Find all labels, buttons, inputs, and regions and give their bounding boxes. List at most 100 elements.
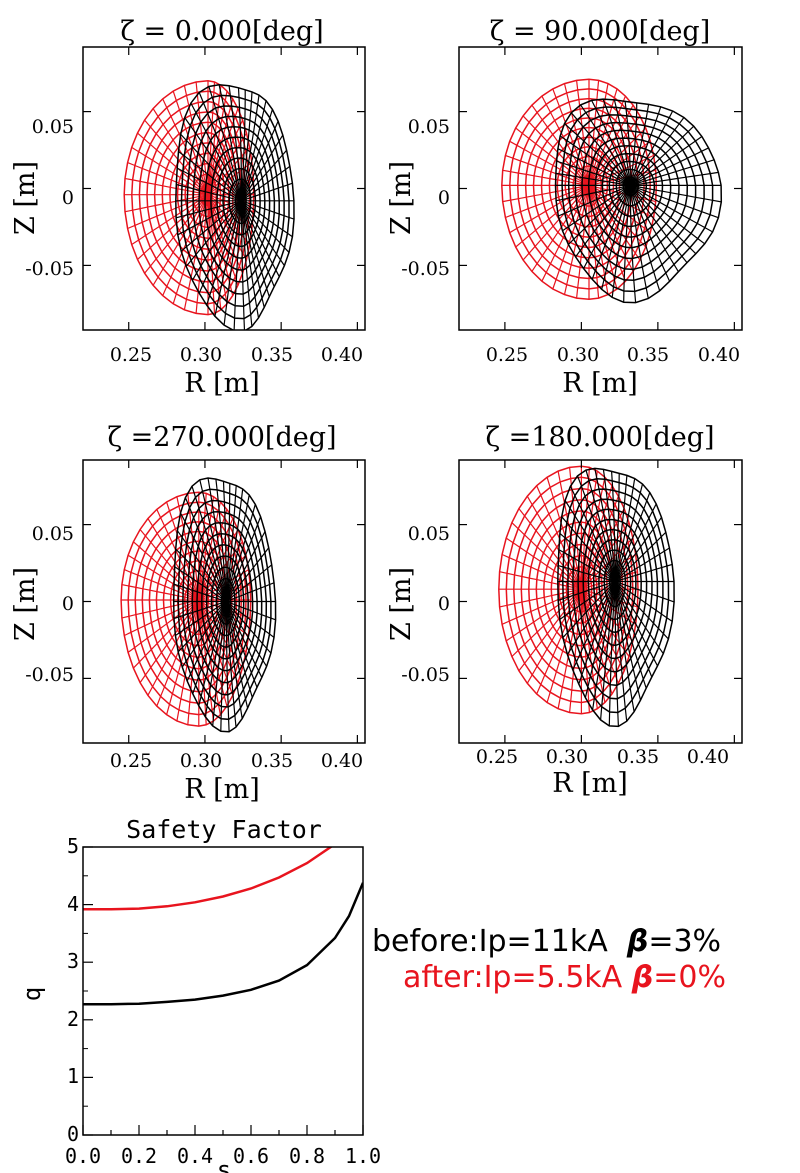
x-tick-label: 0.30 — [180, 344, 222, 366]
poloidal-line — [614, 531, 667, 582]
poloidal-line — [152, 108, 209, 196]
poloidal-line — [225, 485, 237, 602]
poloidal-line — [137, 194, 209, 260]
poloidal-line — [178, 151, 242, 202]
poloidal-line — [630, 171, 719, 186]
poloidal-line — [614, 581, 628, 722]
poloidal-line — [515, 127, 590, 186]
x-axis-label: R [m] — [184, 368, 260, 399]
poloidal-line — [623, 185, 631, 303]
y-tick-label: 0.05 — [32, 116, 74, 138]
poloidal-line — [240, 200, 265, 308]
x-tick-label: 0.40 — [321, 344, 363, 366]
poloidal-line — [580, 589, 598, 709]
poloidal-line — [629, 185, 661, 291]
poloidal-line — [176, 183, 242, 202]
x-tick-label: 1.0 — [345, 1144, 381, 1168]
poloidal-line — [177, 200, 242, 236]
poloidal-line — [630, 184, 722, 203]
poloidal-line — [185, 200, 242, 267]
poloidal-line — [531, 104, 590, 186]
poloidal-line — [176, 167, 242, 202]
poloidal-line — [175, 548, 227, 602]
poloidal-line — [564, 500, 616, 582]
poloidal-line — [240, 89, 246, 201]
x-tick-label: 0.25 — [110, 750, 152, 772]
poloidal-line — [611, 185, 631, 298]
poloidal-line — [121, 584, 199, 601]
x-tick-label: 0.30 — [180, 750, 222, 772]
poloidal-line — [600, 581, 616, 720]
poloidal-line — [531, 185, 590, 272]
poloidal-line — [541, 95, 590, 186]
poloidal-line — [522, 115, 590, 186]
panel-title: ζ =270.000[deg] — [107, 422, 336, 453]
poloidal-line — [557, 470, 582, 590]
poloidal-line — [558, 184, 631, 217]
poloidal-line — [588, 95, 626, 186]
plot-area — [120, 477, 277, 733]
legend-before-name: before: — [372, 924, 479, 959]
panel-title: ζ =180.000[deg] — [485, 422, 714, 453]
poloidal-line — [180, 133, 242, 202]
x-tick-label: 0.0 — [65, 1144, 101, 1168]
poloidal-line — [614, 517, 662, 582]
poloidal-line — [588, 83, 609, 186]
plot-area — [123, 80, 295, 330]
x-tick-label: 0.6 — [233, 1144, 269, 1168]
poloidal-line — [614, 581, 664, 654]
poloidal-line — [502, 169, 590, 186]
plot-area — [83, 847, 363, 1006]
poloidal-line — [191, 200, 243, 281]
x-axis-label: R [m] — [184, 774, 260, 805]
poloidal-line — [613, 99, 631, 186]
poloidal-line — [172, 194, 209, 304]
x-tick-label: 0.30 — [557, 344, 599, 366]
y-tick-label: 0.05 — [408, 523, 450, 545]
poloidal-line — [629, 106, 662, 186]
legend-before-beta: =3% — [648, 924, 722, 959]
poloidal-line — [588, 115, 641, 186]
poloidal-line — [629, 185, 637, 303]
poloidal-line — [557, 148, 631, 186]
poloidal-line — [225, 601, 249, 709]
poloidal-line — [241, 200, 293, 238]
q-curve-before — [83, 882, 363, 1006]
poloidal-line — [240, 200, 280, 277]
poloidal-line — [240, 95, 260, 201]
poloidal-line — [588, 185, 626, 282]
series-before — [172, 477, 277, 733]
poloidal-line — [629, 125, 695, 186]
poloidal-line — [629, 117, 685, 186]
x-tick-label: 0.40 — [321, 750, 363, 772]
poloidal-line — [511, 588, 582, 657]
y-tick-label: 0 — [438, 593, 450, 615]
poloidal-line — [240, 134, 284, 202]
q-curve-after — [83, 847, 333, 911]
poloidal-line — [225, 601, 253, 698]
poloidal-line — [225, 483, 231, 602]
poloidal-line — [614, 483, 644, 582]
poloidal-line — [179, 512, 227, 602]
legend-before-ip: Ip=11kA — [478, 924, 608, 959]
y-tick-label: -0.05 — [25, 664, 74, 686]
poloidal-line — [226, 600, 276, 621]
poloidal-line — [562, 184, 631, 232]
poloidal-line — [241, 200, 290, 253]
poloidal-line — [608, 581, 616, 726]
poloidal-line — [240, 200, 275, 287]
poloidal-line — [591, 100, 631, 186]
poloidal-line — [614, 563, 673, 583]
poloidal-line — [220, 601, 227, 732]
poloidal-line — [225, 504, 256, 602]
poloidal-line — [144, 119, 209, 196]
y-tick-label: 1 — [67, 1064, 79, 1088]
poloidal-line — [175, 600, 227, 636]
poloidal-line — [629, 104, 650, 186]
y-tick-label: -0.05 — [401, 258, 450, 280]
y-tick-label: 5 — [67, 834, 79, 858]
poloidal-line — [584, 581, 616, 698]
x-tick-label: 0.40 — [698, 344, 740, 366]
poloidal-line — [225, 601, 275, 638]
